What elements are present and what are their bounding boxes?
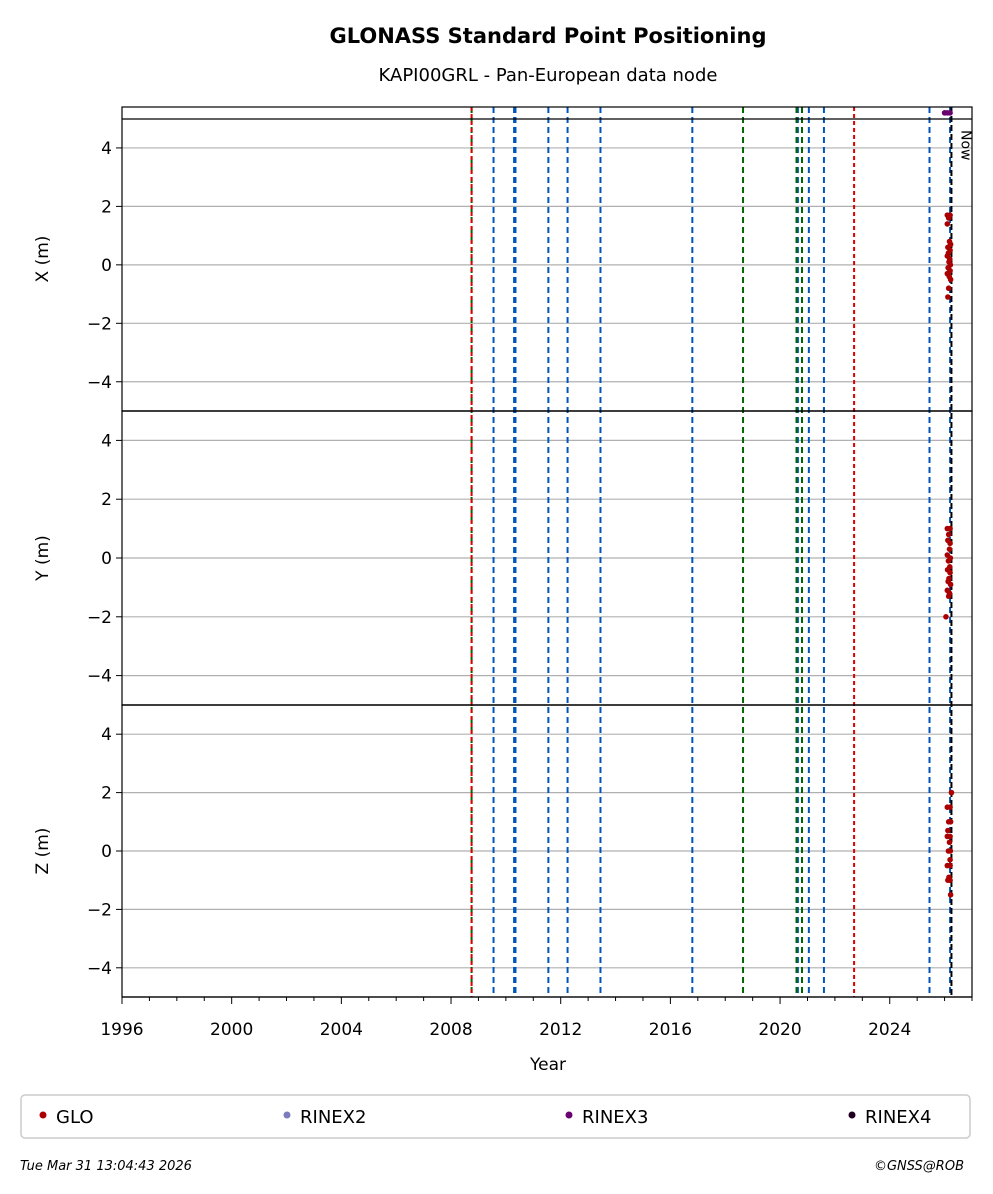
- chart-subtitle: KAPI00GRL - Pan-European data node: [379, 65, 718, 86]
- x-tick-label: 1996: [100, 1020, 143, 1040]
- data-point-glo: [947, 892, 954, 898]
- y-tick-label: −2: [87, 900, 112, 920]
- data-point-glo: [948, 789, 955, 796]
- data-point-rinex3: [947, 110, 953, 116]
- y-tick-label: −4: [87, 667, 112, 687]
- data-point-glo: [946, 546, 953, 552]
- y-tick-label: 4: [101, 725, 112, 745]
- y-axis-label: Z (m): [33, 828, 53, 875]
- data-point-glo: [947, 569, 953, 576]
- y-tick-label: 0: [101, 842, 112, 862]
- data-point-glo: [947, 819, 954, 825]
- legend-label-rinex4: RINEX4: [865, 1107, 931, 1128]
- event-lines-layer: [470, 107, 953, 997]
- data-point-glo: [945, 558, 952, 564]
- x-tick-label: 2008: [429, 1020, 472, 1040]
- legend-marker-rinex3: [565, 1111, 573, 1119]
- legend: GLO RINEX2 RINEX3 RINEX4: [39, 1107, 931, 1128]
- y-tick-label: 2: [101, 197, 112, 217]
- axes-layer: 4 2 0 −2 −4 X (m) 4 2 0 −2 −4 Y (m) 4 2 0 −2 −4 Z (m) 1996…: [33, 139, 973, 1040]
- y-axis-label: Y (m): [33, 535, 53, 582]
- chart-title: GLONASS Standard Point Positioning: [330, 24, 767, 48]
- legend-label-rinex2: RINEX2: [300, 1107, 366, 1128]
- grid-layer: [122, 147, 972, 969]
- data-point-glo: [947, 581, 954, 588]
- y-tick-label: 4: [101, 139, 112, 159]
- data-point-glo: [943, 614, 949, 620]
- data-point-glo: [945, 531, 952, 538]
- x-tick-label: 2012: [539, 1020, 582, 1040]
- footer-credit: ©GNSS@ROB: [874, 1159, 964, 1174]
- data-point-glo: [945, 593, 952, 600]
- data-point-glo: [944, 833, 951, 840]
- now-label: Now: [957, 130, 973, 161]
- x-tick-label: 2004: [320, 1020, 363, 1040]
- y-axis-label: X (m): [33, 236, 53, 283]
- x-axis-label: Year: [529, 1055, 566, 1075]
- y-tick-label: −2: [87, 314, 112, 334]
- data-point-glo: [947, 856, 953, 863]
- data-point-glo: [945, 848, 952, 854]
- axes-frame: [121, 106, 973, 998]
- data-point-glo: [947, 212, 953, 218]
- data-point-glo: [946, 839, 953, 846]
- footer-timestamp: Tue Mar 31 13:04:43 2026: [20, 1159, 192, 1174]
- legend-label-rinex3: RINEX3: [582, 1107, 648, 1128]
- data-point-glo: [947, 877, 953, 883]
- legend-label-glo: GLO: [56, 1107, 94, 1128]
- data-point-glo: [945, 827, 951, 834]
- x-tick-label: 2024: [868, 1020, 911, 1040]
- legend-box: [20, 1094, 971, 1139]
- data-point-glo: [947, 804, 953, 810]
- legend-marker-rinex2: [283, 1111, 291, 1119]
- x-tick-label: 2016: [649, 1020, 692, 1040]
- y-tick-label: 0: [101, 549, 112, 569]
- x-tick-label: 2000: [210, 1020, 253, 1040]
- y-tick-label: −2: [87, 608, 112, 628]
- y-tick-label: −4: [87, 373, 112, 393]
- panel-frame: [121, 106, 973, 412]
- legend-marker-rinex4: [848, 1111, 856, 1119]
- data-point-glo: [945, 285, 952, 292]
- y-tick-label: 2: [101, 784, 112, 804]
- legend-marker-glo: [39, 1111, 47, 1119]
- y-tick-label: 0: [101, 256, 112, 276]
- data-point-glo: [944, 221, 951, 227]
- points-layer: [941, 110, 955, 898]
- data-point-glo: [947, 525, 953, 532]
- data-point-glo: [947, 540, 953, 547]
- y-tick-label: 2: [101, 490, 112, 510]
- y-tick-label: 4: [101, 431, 112, 451]
- y-tick-label: −4: [87, 959, 112, 979]
- data-point-glo: [947, 862, 953, 869]
- x-tick-label: 2020: [758, 1020, 801, 1040]
- data-point-glo: [945, 294, 951, 300]
- data-point-glo: [947, 276, 954, 283]
